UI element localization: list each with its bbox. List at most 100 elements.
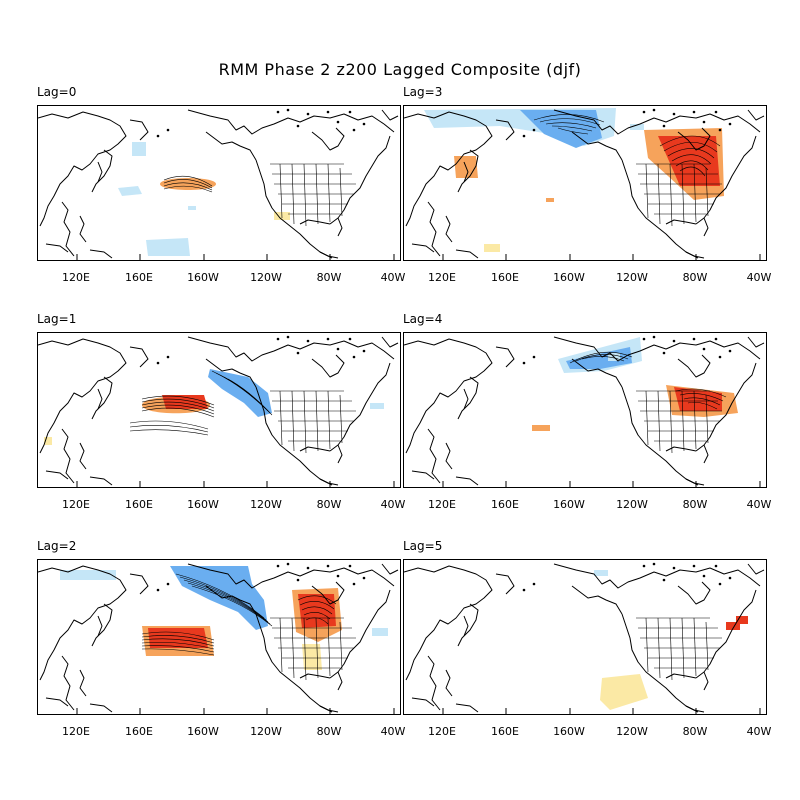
- contour-line: [141, 407, 215, 418]
- island: [156, 134, 160, 138]
- island: [326, 110, 330, 114]
- island: [276, 110, 280, 114]
- island: [286, 108, 290, 112]
- island: [718, 128, 722, 132]
- x-tick-label: 40W: [380, 271, 406, 284]
- contour-line: [191, 585, 273, 627]
- contour-line: [141, 648, 215, 656]
- island: [718, 582, 722, 586]
- anomaly-region: [600, 674, 648, 710]
- x-tick-label: 120E: [428, 498, 456, 511]
- x-tick-label: 120W: [250, 725, 282, 738]
- island: [642, 564, 646, 568]
- map-frame: [37, 332, 401, 488]
- panel-lag-1: Lag=1 120E 160E 160W 120W 80W 40W: [37, 312, 405, 518]
- x-tick-label: 40W: [746, 725, 772, 738]
- contour-line: [297, 595, 337, 605]
- contour-line: [141, 631, 215, 641]
- island: [728, 349, 732, 353]
- x-tick-label: 160E: [491, 271, 519, 284]
- anomaly-region: [118, 186, 142, 196]
- contours: [141, 573, 337, 656]
- island: [652, 562, 656, 566]
- contour-line: [545, 122, 597, 129]
- x-tick-label: 40W: [380, 498, 406, 511]
- x-tick-label: 80W: [316, 498, 342, 511]
- contour-line: [679, 393, 724, 402]
- contour-line: [301, 606, 333, 615]
- x-tick-label: 120E: [62, 498, 90, 511]
- contour-line: [141, 395, 215, 406]
- panel-label: Lag=4: [403, 312, 443, 326]
- anomaly-region: [546, 198, 554, 202]
- island: [166, 355, 170, 359]
- island: [532, 128, 536, 132]
- contour-line: [303, 611, 331, 620]
- contour-line: [183, 579, 269, 623]
- x-tick-label: 160E: [125, 725, 153, 738]
- island: [348, 337, 352, 341]
- contour-line: [163, 179, 213, 189]
- contour-line: [551, 125, 593, 132]
- panel-lag-3: Lag=3 120E 160E 160W 120W 80W 40W: [403, 85, 771, 291]
- x-tick-label: 160W: [187, 271, 219, 284]
- panel-label: Lag=0: [37, 85, 77, 99]
- island: [296, 124, 300, 128]
- x-tick-label: 40W: [380, 725, 406, 738]
- island: [672, 112, 676, 116]
- x-tick-label: 120W: [616, 498, 648, 511]
- contour-line: [129, 429, 209, 436]
- map-frame: [403, 105, 767, 261]
- island: [692, 110, 696, 114]
- contour-line: [683, 397, 721, 406]
- contour-line: [141, 638, 215, 647]
- contour-line: [129, 425, 209, 433]
- x-tick-label: 120E: [428, 271, 456, 284]
- contour-line: [687, 401, 718, 410]
- map-frame: [37, 559, 401, 715]
- x-tick-label: 80W: [682, 725, 708, 738]
- island: [348, 564, 352, 568]
- anomaly-region: [674, 387, 722, 411]
- contour-line: [671, 154, 712, 165]
- panel-lag-2: Lag=2 120E 160E 160W 120W 80W 40W: [37, 539, 405, 745]
- island: [306, 339, 310, 343]
- map-frame: [403, 559, 767, 715]
- island: [662, 124, 666, 128]
- island: [276, 337, 280, 341]
- island: [522, 588, 526, 592]
- x-tick-label: 160W: [187, 725, 219, 738]
- map-frame: [403, 332, 767, 488]
- island: [362, 349, 366, 353]
- coastlines: [38, 335, 399, 486]
- coastlines: [38, 108, 399, 259]
- anomaly-region: [188, 206, 196, 210]
- island: [336, 120, 340, 124]
- map-frame: [37, 105, 401, 261]
- x-tick-label: 120W: [250, 271, 282, 284]
- island: [352, 128, 356, 132]
- island: [714, 564, 718, 568]
- contour-line: [663, 141, 718, 153]
- x-tick-label: 80W: [316, 271, 342, 284]
- island: [662, 351, 666, 355]
- contour-line: [539, 118, 601, 126]
- island: [714, 110, 718, 114]
- contour-line: [187, 582, 271, 625]
- contour-line: [659, 135, 721, 147]
- contour-line: [675, 388, 727, 398]
- island: [348, 110, 352, 114]
- island: [642, 337, 646, 341]
- island: [652, 108, 656, 112]
- island: [306, 112, 310, 116]
- island: [702, 120, 706, 124]
- island: [662, 578, 666, 582]
- island: [156, 361, 160, 365]
- coastlines: [38, 562, 399, 713]
- island: [156, 588, 160, 592]
- island: [718, 355, 722, 359]
- island: [296, 578, 300, 582]
- anomaly-region: [630, 124, 644, 130]
- island: [692, 564, 696, 568]
- figure-title: RMM Phase 2 z200 Lagged Composite (djf): [218, 60, 582, 79]
